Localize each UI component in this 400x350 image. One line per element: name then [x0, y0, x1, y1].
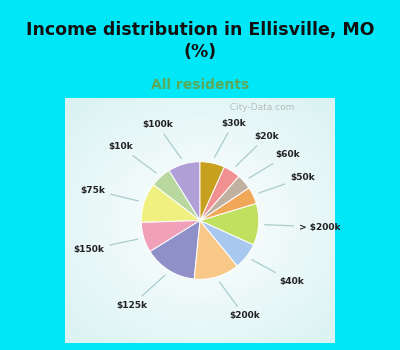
Text: Income distribution in Ellisville, MO
(%): Income distribution in Ellisville, MO (%… [26, 21, 374, 61]
Text: $10k: $10k [108, 142, 156, 173]
Wedge shape [169, 162, 200, 220]
Wedge shape [153, 170, 200, 220]
Wedge shape [200, 167, 239, 220]
Wedge shape [200, 220, 254, 266]
Wedge shape [141, 185, 200, 222]
Text: $75k: $75k [80, 186, 138, 201]
Text: $60k: $60k [249, 150, 300, 178]
Text: $100k: $100k [142, 120, 181, 159]
Text: $150k: $150k [74, 239, 138, 254]
Wedge shape [141, 220, 200, 252]
Text: $40k: $40k [252, 260, 304, 286]
Wedge shape [150, 220, 200, 279]
Text: All residents: All residents [151, 78, 249, 92]
Text: $125k: $125k [116, 275, 165, 310]
Wedge shape [194, 220, 237, 279]
Text: $200k: $200k [220, 282, 260, 320]
Wedge shape [200, 176, 249, 220]
Text: $30k: $30k [214, 119, 246, 158]
Text: $20k: $20k [236, 132, 279, 166]
Text: > $200k: > $200k [265, 223, 341, 231]
Text: City-Data.com: City-Data.com [224, 103, 295, 112]
Wedge shape [200, 162, 224, 220]
Wedge shape [200, 188, 256, 220]
Wedge shape [200, 203, 259, 245]
Text: $50k: $50k [259, 173, 315, 193]
